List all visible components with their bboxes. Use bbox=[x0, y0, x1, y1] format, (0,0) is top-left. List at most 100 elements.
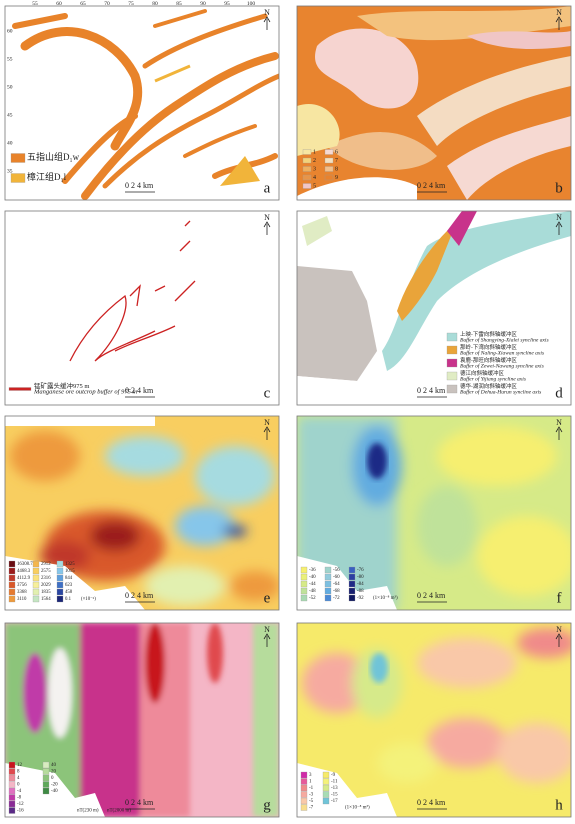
north-arrow-head bbox=[555, 426, 563, 433]
map-h bbox=[297, 623, 571, 817]
legend-unit: (1×10⁻⁸ m³) bbox=[345, 805, 370, 811]
legend-unit: nT(230 m) bbox=[77, 809, 99, 814]
legend-label: -9 bbox=[331, 773, 336, 778]
legend-label-en: Buffer of Dehua-Hurun syncline axis bbox=[460, 388, 541, 395]
legend-label: -7 bbox=[309, 806, 314, 811]
legend-swatch bbox=[8, 595, 16, 603]
legend-swatch bbox=[300, 784, 308, 792]
legend-label: 5 bbox=[313, 183, 316, 189]
legend-label: -3 bbox=[309, 793, 314, 798]
legend-label: 0 bbox=[17, 783, 20, 788]
legend-label: 9 bbox=[335, 175, 338, 181]
legend-label: 4 bbox=[313, 175, 316, 181]
legend-label: -60 bbox=[333, 575, 340, 580]
top-tick-label: 80 bbox=[152, 1, 158, 7]
legend-label-en: Buffer of Shangying-Xialei syncline axis bbox=[460, 336, 549, 343]
legend-label: 4112.9 bbox=[17, 576, 31, 581]
legend-swatch bbox=[32, 567, 40, 575]
legend-label: 458 bbox=[65, 590, 73, 595]
legend-label: -88 bbox=[357, 589, 364, 594]
north-label: N bbox=[264, 418, 270, 427]
top-tick-label: 90 bbox=[200, 1, 206, 7]
legend-swatch bbox=[8, 581, 16, 589]
legend-label: -76 bbox=[357, 568, 364, 573]
legend-swatch bbox=[8, 768, 16, 775]
top-tick-label: 100 bbox=[247, 1, 256, 7]
scale-bar-label: 0 2 4 km bbox=[125, 386, 154, 395]
legend-label: -20 bbox=[51, 783, 58, 788]
legend-swatch bbox=[302, 166, 312, 172]
legend-swatch bbox=[300, 587, 308, 595]
legend-swatch bbox=[446, 332, 458, 342]
legend-swatch bbox=[300, 797, 308, 805]
legend-swatch bbox=[42, 787, 50, 795]
panel-e bbox=[4, 415, 280, 611]
legend-label: -17 bbox=[331, 799, 338, 804]
legend-label: -40 bbox=[309, 575, 316, 580]
legend-label: 20 bbox=[51, 770, 57, 775]
legend-label: -80 bbox=[357, 575, 364, 580]
legend-swatch bbox=[324, 566, 332, 574]
left-tick-label: 45 bbox=[7, 112, 13, 118]
scale-bar-label: 0 2 4 km bbox=[125, 591, 154, 600]
legend-swatch bbox=[8, 794, 16, 801]
top-tick-label: 85 bbox=[176, 1, 182, 7]
legend-swatch bbox=[10, 173, 26, 183]
north-label: N bbox=[556, 8, 562, 17]
legend-swatch bbox=[302, 149, 312, 155]
legend-label: 6 bbox=[335, 149, 338, 155]
legend-label: 五指山组D₁w bbox=[27, 151, 80, 162]
legend-label: 12 bbox=[17, 763, 23, 768]
legend-label: -11 bbox=[331, 780, 338, 785]
legend-label: 4468.3 bbox=[17, 569, 31, 574]
panel-label: e bbox=[264, 590, 271, 606]
map-d bbox=[297, 211, 571, 405]
legend-label: 2029 bbox=[41, 583, 51, 588]
panel-label: g bbox=[263, 797, 271, 813]
legend-label: 3756 bbox=[17, 583, 27, 588]
north-label: N bbox=[556, 213, 562, 222]
north-arrow-head bbox=[555, 221, 563, 228]
legend-swatch bbox=[348, 566, 356, 574]
legend-label: 锰矿露头缓冲975 m bbox=[34, 381, 89, 390]
legend-label: 844 bbox=[65, 576, 73, 581]
panel-annotations: a 0 2 4 km N 55 60 65 70 75 80 85 90 95 100 60 55 50 45 4… bbox=[7, 1, 271, 197]
north-label: N bbox=[556, 418, 562, 427]
legend-swatch bbox=[56, 567, 64, 575]
legend-label: -44 bbox=[309, 582, 316, 587]
legend-swatch bbox=[324, 157, 334, 164]
legend-unit: (×10⁻⁶) bbox=[81, 596, 96, 602]
legend-label: -8 bbox=[17, 796, 22, 801]
legend-label: 1325 bbox=[65, 562, 75, 567]
left-tick-label: 40 bbox=[7, 140, 13, 146]
map-a bbox=[5, 6, 279, 200]
panel-label: b bbox=[555, 180, 563, 196]
legend-swatch bbox=[32, 574, 40, 582]
legend-swatch bbox=[8, 574, 16, 582]
legend-swatch bbox=[300, 573, 308, 581]
legend-label: -64 bbox=[333, 582, 340, 587]
panel-label: d bbox=[555, 385, 563, 401]
legend-swatch bbox=[302, 183, 312, 189]
left-tick-label: 55 bbox=[7, 56, 13, 62]
legend-label: 2575 bbox=[41, 569, 51, 574]
legend-swatch bbox=[324, 174, 334, 181]
legend-swatch bbox=[324, 587, 332, 595]
panel-h bbox=[296, 622, 572, 818]
legend-swatch bbox=[8, 787, 16, 795]
legend-label: 0.1 bbox=[65, 597, 72, 602]
legend-label: -48 bbox=[309, 589, 316, 594]
legend-label: -36 bbox=[309, 568, 316, 573]
legend-swatch bbox=[42, 781, 50, 788]
legend-label: -5 bbox=[309, 799, 314, 804]
legend-swatch bbox=[446, 384, 458, 394]
legend-swatch bbox=[300, 778, 308, 785]
legend-swatch bbox=[322, 797, 330, 805]
panel-c bbox=[4, 210, 280, 406]
legend-swatch bbox=[8, 781, 16, 788]
legend-label: 1564 bbox=[41, 597, 51, 602]
legend-swatch bbox=[324, 594, 332, 602]
legend-swatch bbox=[348, 573, 356, 581]
legend-label: 1 bbox=[309, 780, 312, 785]
